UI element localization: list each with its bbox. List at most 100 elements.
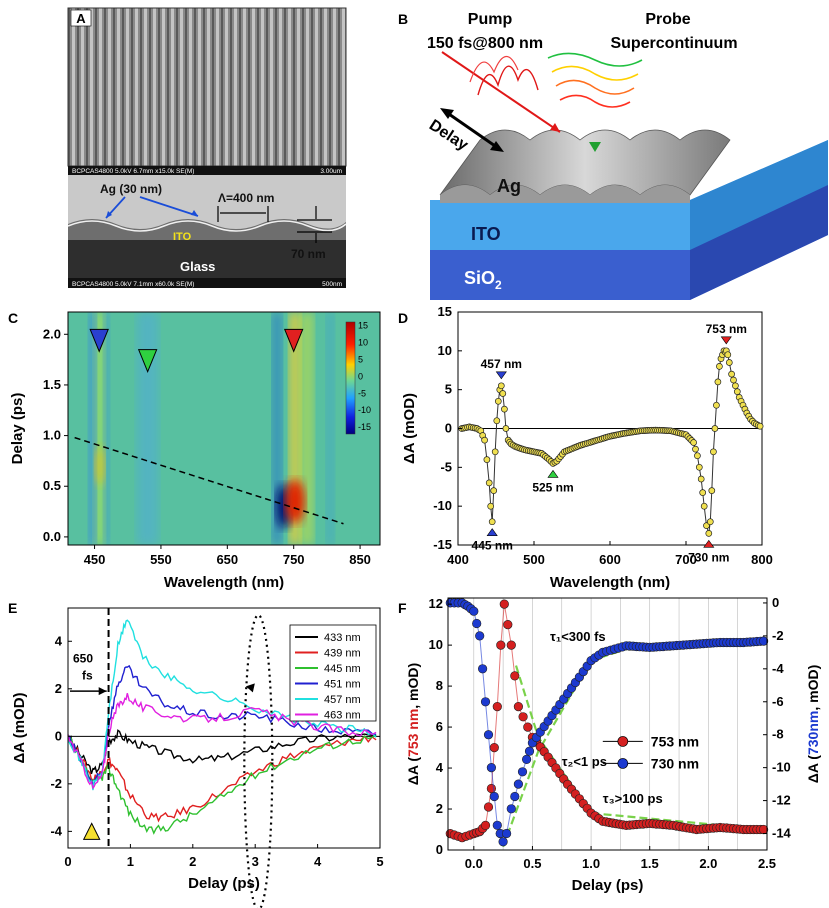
heatmap-xtick-label: 450 [84, 552, 106, 567]
spectrum-point [725, 359, 733, 366]
heatmap-ylabel: Delay (ps) [9, 393, 26, 465]
spectrum-ytick-label: 0 [445, 421, 452, 436]
dotted-ellipse [243, 614, 274, 908]
pump-beam [441, 51, 561, 133]
heatmap-marker-750 [283, 328, 304, 353]
left-ytick-label: 12 [429, 596, 443, 611]
right-ytick-label: -4 [772, 661, 784, 676]
spectrum-point [711, 425, 719, 432]
delay-arrow [445, 110, 499, 150]
point-730-nm [506, 804, 516, 814]
panel-letter-e: E [8, 600, 17, 616]
sem-top-bar: BCPCAS4800 5.0kV 6.7mm x15.0k SE(M) [72, 168, 194, 175]
panel-letter-c: C [8, 310, 18, 326]
spectrum-ytick-label: 5 [445, 382, 452, 397]
legend-label: 463 nm [324, 710, 361, 722]
label-glass: Glass [180, 259, 215, 274]
point-753-nm [523, 722, 533, 732]
annotation-650: 650 [73, 652, 93, 666]
kinetics-xtick-label: 3 [252, 854, 259, 869]
colorbar-tick-label: 10 [358, 337, 368, 347]
panel-d: D 457 nm 445 nm 525 nm 753 nm 730 nm 400 500 60… [398, 304, 773, 591]
kinetics-xtick-label: 2 [189, 854, 196, 869]
spectrum-point [714, 378, 722, 386]
spectrum-point [485, 479, 493, 487]
point-730-nm [492, 820, 502, 830]
spectrum-point [733, 388, 741, 395]
point-730-nm [480, 697, 491, 707]
left-ytick-label: 10 [429, 637, 443, 652]
point-730-nm [510, 791, 520, 802]
point-730-nm [483, 730, 494, 740]
spectrum-point [499, 390, 507, 397]
sem-bottom-scale: 500nm [322, 281, 342, 288]
kinetics-xtick-label: 0 [64, 854, 71, 869]
spectrum-point [756, 422, 764, 430]
point-730-nm [758, 636, 769, 646]
left-ytick-label: 8 [436, 678, 443, 693]
panel-letter-f: F [398, 600, 407, 616]
spectrum-point [706, 518, 714, 526]
heatmap-xtick-label: 650 [216, 552, 238, 567]
legend-dot [617, 758, 629, 769]
heatmap-xlabel: Wavelength (nm) [164, 574, 284, 591]
annotation-arrowhead [98, 687, 107, 696]
sem-bottom-bar: BCPCAS4800 5.0kV 7.1mm x60.0k SE(M) [72, 281, 194, 288]
point-730-nm [486, 762, 497, 773]
heatmap-marker-530 [137, 349, 158, 373]
spectrum-point [690, 439, 697, 446]
legend-box [289, 624, 377, 722]
panel-f: F τ₁<300 fs τ₂<1 ps τ₃>100 ps 753 nm 730 nm 0… [398, 595, 821, 894]
kinetics-ytick-label: -4 [50, 823, 62, 838]
spectrum-ytick-label: 10 [438, 343, 452, 358]
sem-top-scale: 3.00um [320, 168, 342, 175]
heatmap-band-725 [272, 312, 283, 545]
point-753-nm [503, 619, 513, 630]
heatmap-marker-457 [89, 328, 109, 353]
colorbar-tick-label: 15 [358, 320, 368, 330]
kinetics-xtick-label: 4 [314, 854, 322, 869]
spectrum-point [497, 382, 505, 390]
heatmap-band-805 [326, 312, 335, 545]
spectrum-xtick-label: 800 [751, 552, 773, 567]
right-ylabel-colored: 730nm [805, 711, 821, 755]
spectrum-point [502, 425, 510, 432]
dual-xtick-label: 2.0 [699, 856, 717, 871]
point-730-nm [521, 754, 532, 765]
heatmap-xtick-label: 550 [150, 552, 172, 567]
legend-dot [617, 736, 629, 747]
spectrum-xtick-label: 400 [447, 552, 469, 567]
colorbar [345, 321, 356, 435]
left-ylabel: ΔA (753 nm, mOD) [405, 663, 421, 785]
colorbar-tick-label: -10 [358, 405, 371, 415]
annotation-label: 457 nm [481, 357, 522, 371]
spectrum-ytick-label: -15 [433, 537, 452, 552]
point-753-nm [486, 783, 497, 794]
right-ytick-label: -8 [772, 727, 784, 742]
spectrum-point [708, 487, 716, 494]
spectrum-point [490, 487, 498, 494]
heatmap-xtick-label: 850 [349, 552, 371, 567]
pump-subtitle: 150 fs@800 nm [427, 35, 543, 52]
point-730-nm [469, 606, 479, 616]
spectrum-point [699, 489, 707, 496]
spectrum-point [481, 436, 488, 444]
kinetics-ytick-label: 2 [55, 681, 62, 696]
spectrum-point [700, 502, 708, 510]
spectrum-point [493, 417, 501, 425]
trace-445-nm [67, 734, 377, 835]
legend-label: 433 nm [324, 632, 361, 644]
trace-439-nm [67, 735, 377, 823]
spectrum-point [695, 463, 703, 471]
annotation-marker [547, 469, 559, 478]
left-ytick-label: 4 [436, 760, 444, 775]
spectrum-point [724, 351, 732, 359]
kinetics-plot: 650 fs 433 nm 439 nm 445 nm 451 nm 457 nm 463 n… [11, 607, 384, 908]
label-ito-sem: ITO [173, 231, 192, 243]
point-730-nm [475, 631, 485, 641]
left-ylabel-prefix: ΔA ( [405, 757, 421, 786]
ellipse-arrowhead [245, 683, 255, 693]
point-753-nm [489, 742, 499, 753]
point-753-nm [492, 701, 502, 712]
point-730-nm [502, 828, 512, 839]
